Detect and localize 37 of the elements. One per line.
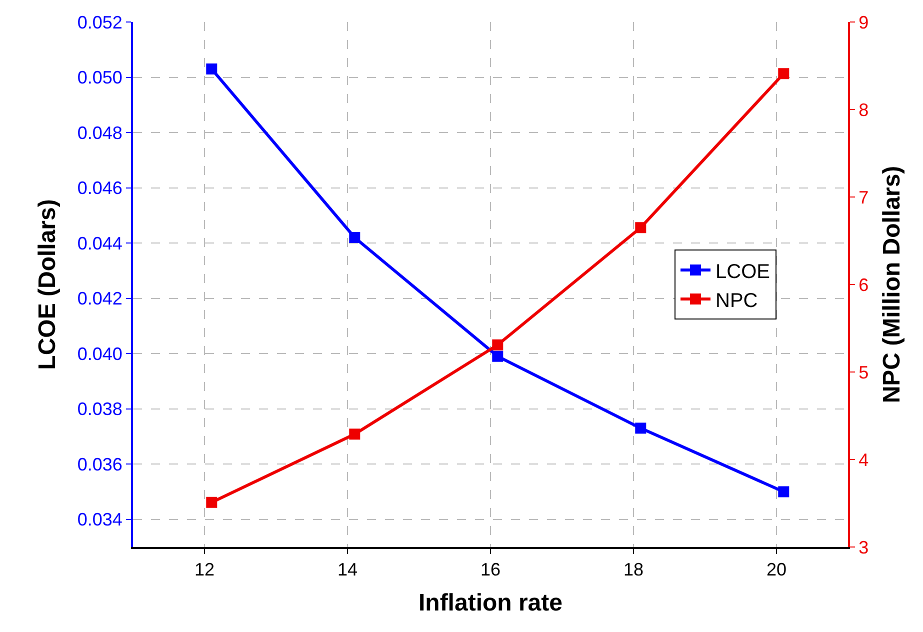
y2-tick-label: 7 <box>858 187 869 208</box>
y-tick-label: 0.042 <box>77 288 122 309</box>
y2-tick-label: 3 <box>858 537 869 558</box>
point <box>349 428 360 440</box>
point <box>349 232 360 244</box>
y2-tick-label: 8 <box>858 100 869 120</box>
y-tick-label: 0.048 <box>77 122 122 143</box>
y-tick-label: 0.040 <box>77 344 122 364</box>
x-tick-label: 18 <box>623 560 644 580</box>
x-axis-title: Inflation rate <box>418 589 563 616</box>
y2-tick-label: 9 <box>858 12 869 32</box>
point <box>492 339 504 350</box>
point <box>778 486 790 498</box>
x-tick-label: 14 <box>337 560 358 580</box>
point <box>635 422 646 434</box>
point <box>206 63 218 74</box>
x-tick-label: 20 <box>766 560 787 580</box>
y-tick-label: 0.036 <box>77 454 122 474</box>
legend-label: NPC <box>716 290 758 312</box>
y-axis-title: LCOE (Dollars) <box>34 199 61 370</box>
point <box>778 68 790 80</box>
point <box>206 496 218 508</box>
point <box>492 350 504 362</box>
y-tick-label: 0.050 <box>77 68 122 88</box>
x-tick-label: 16 <box>480 560 501 580</box>
point <box>635 222 646 234</box>
y2-axis-title: NPC (Million Dollars) <box>878 166 906 404</box>
legend-label: LCOE <box>716 260 770 283</box>
y-tick-label: 0.044 <box>77 233 122 254</box>
y-tick-label: 0.034 <box>77 510 122 530</box>
y-tick-label: 0.046 <box>77 178 122 198</box>
y2-tick-label: 4 <box>858 450 869 470</box>
y-tick-label: 0.052 <box>77 12 122 32</box>
x-tick-label: 12 <box>194 560 215 580</box>
y-tick-label: 0.038 <box>77 399 122 420</box>
y2-tick-label: 5 <box>858 362 869 382</box>
y2-tick-label: 6 <box>858 274 869 295</box>
